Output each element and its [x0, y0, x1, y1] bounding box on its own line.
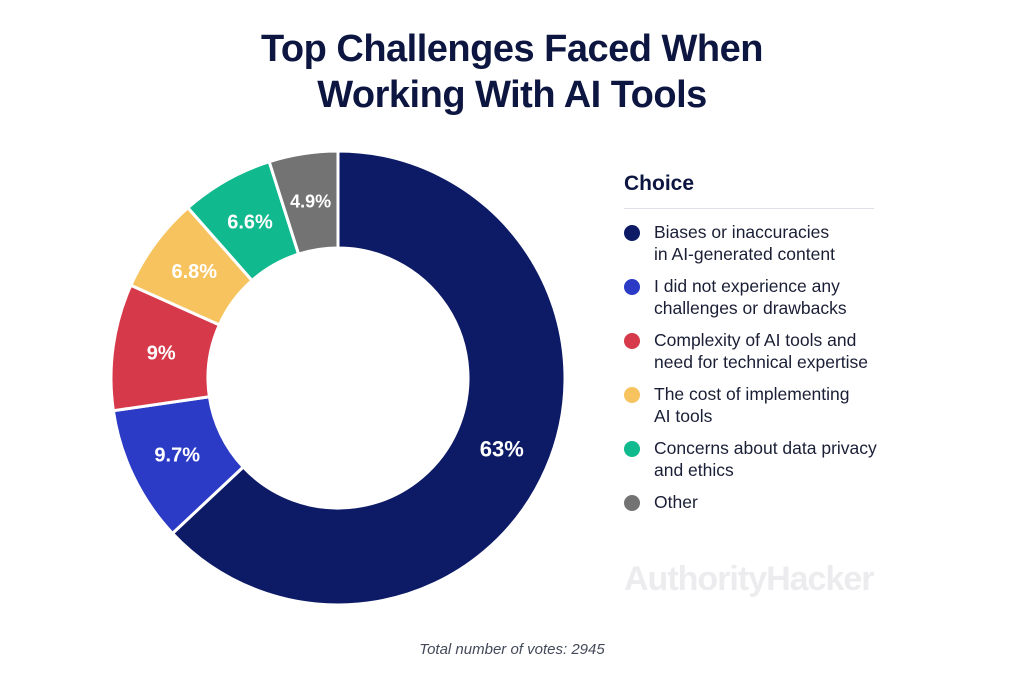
legend-list: Biases or inaccuracies in AI-generated c…: [624, 221, 964, 513]
legend-swatch-complexity: [624, 333, 640, 349]
donut-slice-biases: [171, 149, 567, 607]
legend-item-other: Other: [624, 491, 964, 513]
legend-label-biases-line-2: in AI-generated content: [654, 244, 835, 264]
donut-chart: 63% 9.7% 9% 6.8% 6.6% 4.9%: [109, 149, 567, 607]
legend-swatch-no-challenges: [624, 279, 640, 295]
legend-item-privacy: Concerns about data privacy and ethics: [624, 437, 964, 481]
legend-label-biases: Biases or inaccuracies in AI-generated c…: [654, 221, 835, 265]
legend-label-privacy: Concerns about data privacy and ethics: [654, 437, 877, 481]
legend-swatch-cost: [624, 387, 640, 403]
total-votes-footnote: Total number of votes: 2945: [419, 641, 605, 658]
legend-label-other: Other: [654, 491, 698, 513]
legend-label-no-challenges-line-1: I did not experience any: [654, 276, 840, 296]
slice-label-biases: 63%: [480, 436, 524, 461]
legend-label-cost-line-2: AI tools: [654, 406, 713, 426]
slice-label-cost: 6.8%: [171, 261, 217, 283]
legend-swatch-biases: [624, 225, 640, 241]
legend-item-no-challenges: I did not experience any challenges or d…: [624, 275, 964, 319]
legend-label-complexity: Complexity of AI tools and need for tech…: [654, 329, 868, 373]
legend-item-complexity: Complexity of AI tools and need for tech…: [624, 329, 964, 373]
legend-label-no-challenges: I did not experience any challenges or d…: [654, 275, 847, 319]
legend-label-cost: The cost of implementing AI tools: [654, 383, 850, 427]
slice-label-complexity: 9%: [147, 342, 176, 364]
legend-label-privacy-line-2: and ethics: [654, 460, 734, 480]
watermark-logo: AuthorityHacker: [624, 560, 875, 598]
legend-swatch-other: [624, 495, 640, 511]
donut-slice-other: [267, 149, 340, 256]
legend-title: Choice: [624, 172, 874, 209]
chart-legend: Choice Biases or inaccuracies in AI-gene…: [624, 172, 964, 523]
slice-label-other: 4.9%: [290, 192, 331, 212]
legend-label-other-line-1: Other: [654, 492, 698, 512]
legend-label-complexity-line-1: Complexity of AI tools and: [654, 330, 857, 350]
slice-label-no-challenges: 9.7%: [154, 445, 200, 467]
chart-title-line-1: Top Challenges Faced When: [261, 28, 763, 70]
legend-swatch-privacy: [624, 441, 640, 457]
slice-label-privacy: 6.6%: [227, 212, 273, 234]
legend-label-no-challenges-line-2: challenges or drawbacks: [654, 298, 847, 318]
legend-label-biases-line-1: Biases or inaccuracies: [654, 222, 830, 242]
legend-label-complexity-line-2: need for technical expertise: [654, 352, 869, 372]
chart-title: Top Challenges Faced When Working With A…: [0, 26, 1024, 118]
legend-label-cost-line-1: The cost of implementing: [654, 384, 850, 404]
chart-title-line-2: Working With AI Tools: [317, 74, 707, 116]
legend-item-biases: Biases or inaccuracies in AI-generated c…: [624, 221, 964, 265]
legend-label-privacy-line-1: Concerns about data privacy: [654, 438, 877, 458]
legend-item-cost: The cost of implementing AI tools: [624, 383, 964, 427]
